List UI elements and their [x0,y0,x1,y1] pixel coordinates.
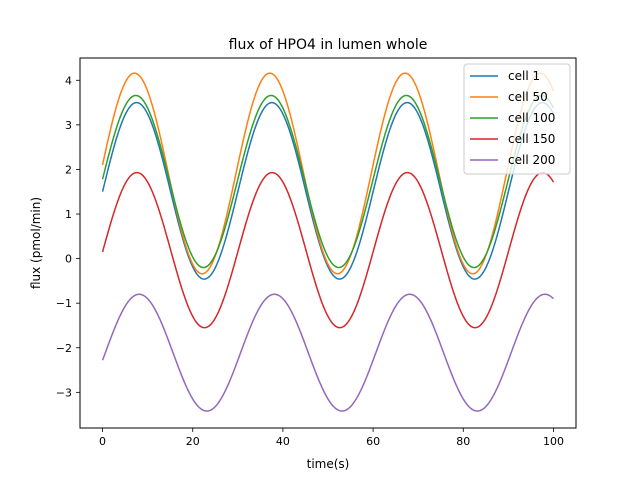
legend-label: cell 1 [508,69,540,83]
y-axis-ticks: −3 −2 −1 0 1 2 3 4 [56,74,80,399]
y-tick-label: 1 [65,208,72,221]
series-line-1 [101,101,555,280]
legend-box [463,63,571,175]
series-line-4 [101,171,555,329]
series-line-5 [101,293,554,412]
x-axis-label: time(s) [307,457,350,471]
x-tick-label: 0 [99,435,106,448]
series-line-3 [101,94,555,269]
legend: cell 1 cell 50 cell 100 cell 150 cell 200 [463,63,571,175]
y-axis-label: flux (pmol/min) [29,197,43,289]
x-tick-label: 40 [276,435,290,448]
y-tick-label: 3 [65,119,72,132]
chart-title: flux of HPO4 in lumen whole [229,37,428,53]
y-tick-label: 4 [65,74,72,87]
x-axis-ticks: 0 20 40 60 80 100 [99,428,564,448]
legend-label: cell 100 [508,111,555,125]
y-tick-label: 2 [65,163,72,176]
y-tick-label: −3 [56,386,72,399]
plot-lines [101,72,555,412]
x-tick-label: 20 [186,435,200,448]
x-tick-label: 80 [456,435,470,448]
y-tick-label: −1 [56,297,72,310]
y-tick-label: −2 [56,342,72,355]
x-tick-label: 60 [366,435,380,448]
legend-label: cell 200 [508,153,555,167]
legend-label: cell 50 [508,90,548,104]
x-tick-label: 100 [543,435,564,448]
legend-label: cell 150 [508,132,555,146]
y-tick-label: 0 [65,253,72,266]
plot-frame [79,57,577,429]
